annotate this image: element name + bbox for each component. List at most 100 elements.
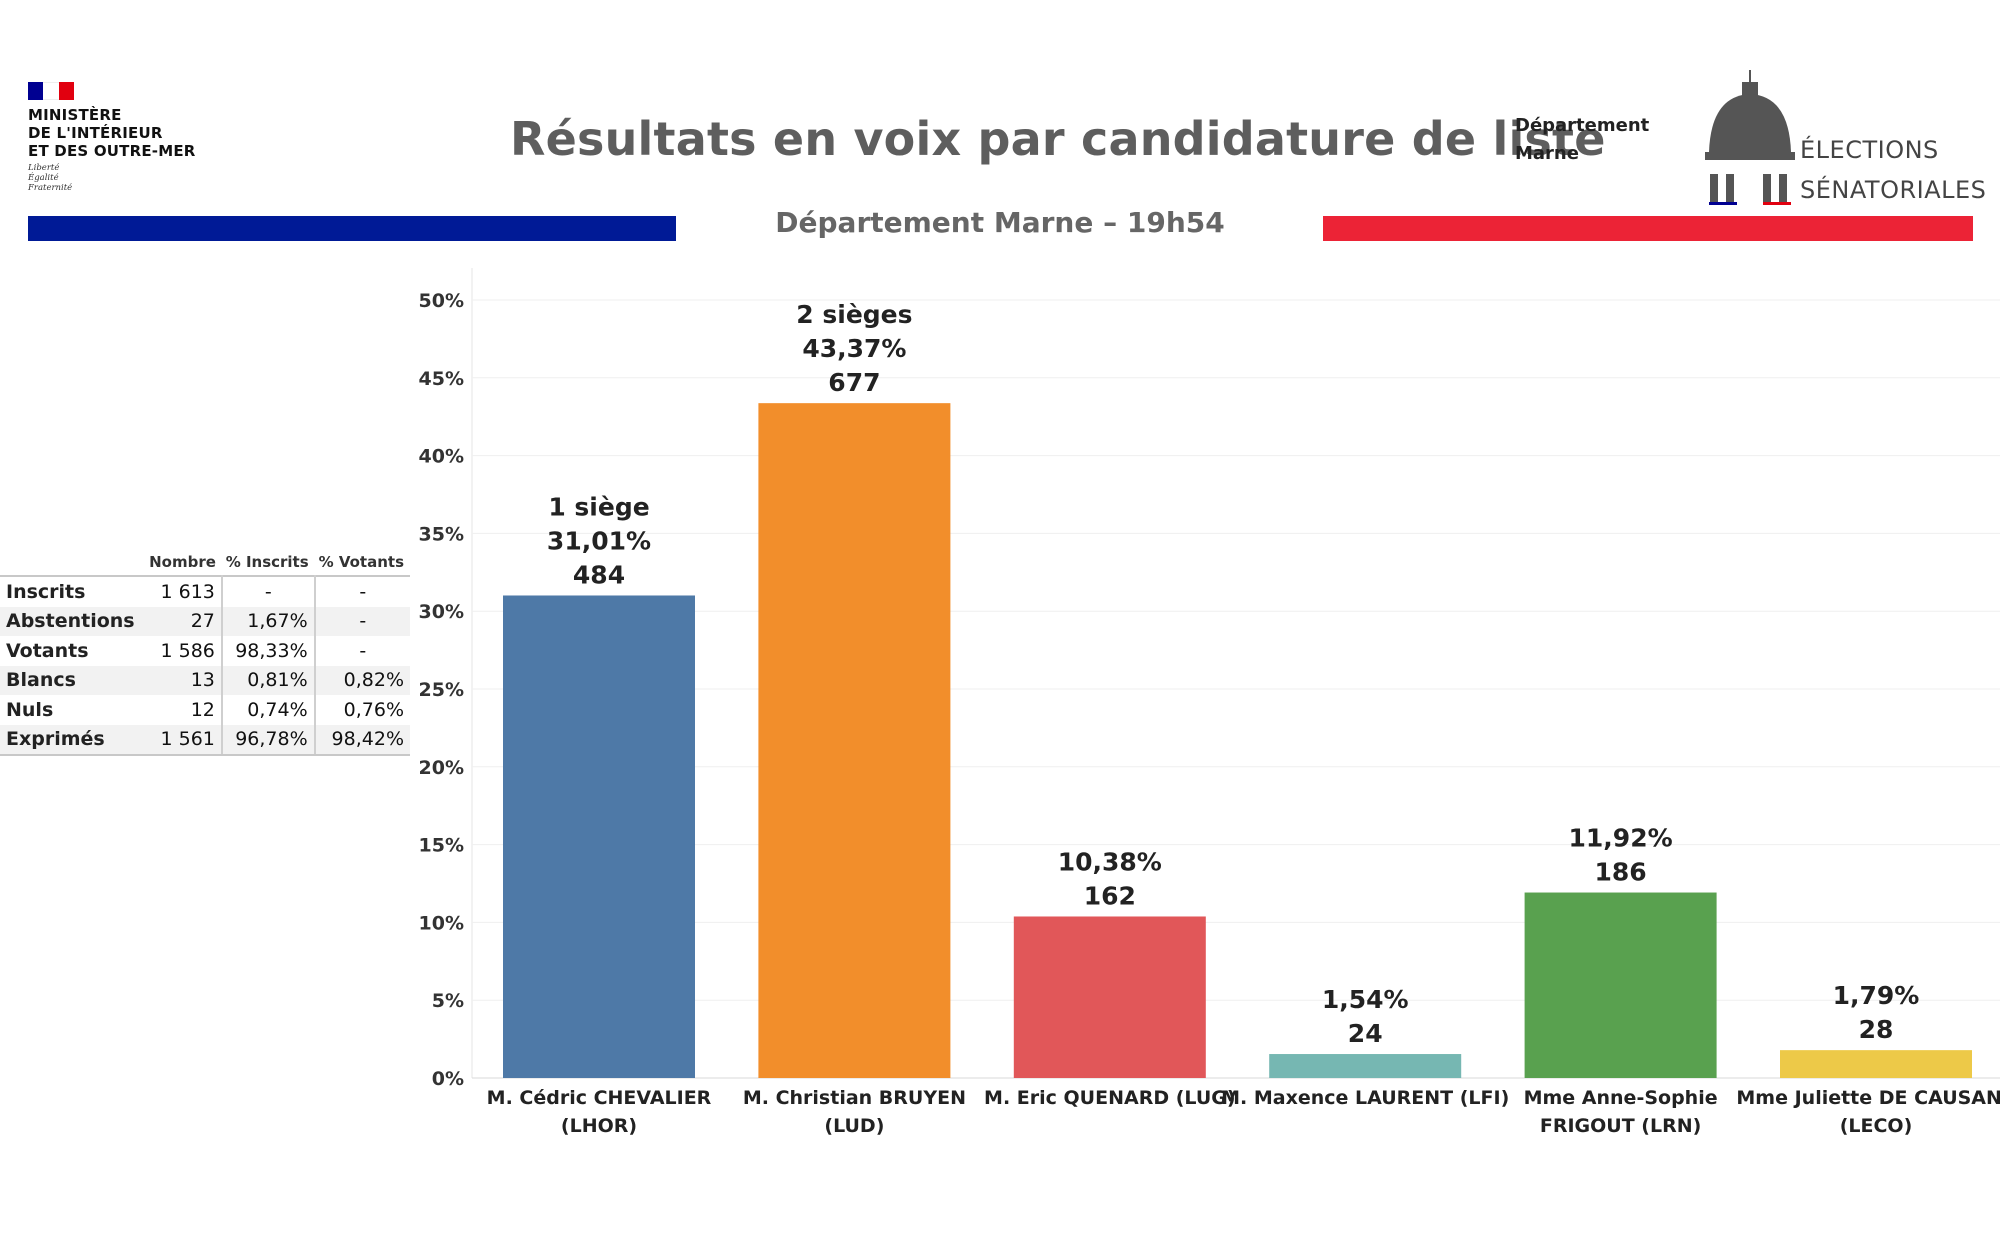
- bar-data-label: 484: [573, 560, 625, 589]
- bar-data-label: 1 siège: [548, 492, 649, 521]
- y-tick-label: 0%: [432, 1068, 464, 1090]
- header-blue-bar: [28, 216, 676, 241]
- table-row: Nuls 12 0,74% 0,76%: [0, 695, 410, 725]
- table-cell-nombre: 13: [146, 665, 223, 695]
- bar-data-label: 24: [1348, 1019, 1383, 1048]
- table-cell-pct-inscrits: 0,74%: [221, 695, 316, 725]
- flag-blue-stripe: [28, 82, 44, 100]
- table-cell-pct-votants: 0,82%: [314, 665, 410, 695]
- department-label: Département Marne: [1515, 112, 1649, 168]
- table-cell-nombre: 27: [146, 606, 223, 636]
- table-cell-pct-inscrits: 1,67%: [221, 606, 316, 636]
- table-cell-nombre: 12: [146, 695, 223, 725]
- x-category-label: M. Eric QUENARD (LUG): [984, 1087, 1235, 1109]
- table-header-pct-inscrits: % Inscrits: [225, 553, 309, 571]
- y-tick-label: 45%: [419, 368, 464, 390]
- motto-line: Fraternité: [28, 183, 73, 193]
- x-category-label: M. Maxence LAURENT (LFI): [1221, 1087, 1509, 1109]
- elections-line: SÉNATORIALES: [1800, 176, 1987, 204]
- french-flag-icon: [28, 82, 74, 100]
- table-row: Exprimés 1 561 96,78% 98,42%: [0, 724, 410, 756]
- table-row: Blancs 13 0,81% 0,82%: [0, 665, 410, 695]
- department-label-line: Marne: [1515, 143, 1579, 164]
- table-cell-pct-votants: -: [314, 575, 410, 607]
- header-red-bar: [1323, 216, 1973, 241]
- bar-data-label: 2 sièges: [796, 300, 912, 329]
- table-cell-nombre: 1 586: [146, 636, 223, 666]
- bar-data-label: 11,92%: [1569, 824, 1673, 853]
- bar-data-label: 28: [1859, 1015, 1894, 1044]
- republic-motto: Liberté Égalité Fraternité: [28, 163, 228, 193]
- table-row: Votants 1 586 98,33% -: [0, 636, 410, 666]
- ministry-line: DE L'INTÉRIEUR: [28, 124, 163, 142]
- x-category-label: M. Christian BRUYEN: [743, 1087, 966, 1109]
- table-cell-pct-inscrits: 98,33%: [221, 636, 316, 666]
- table-cell-label: Blancs: [0, 665, 146, 695]
- page-title: Résultats en voix par candidature de lis…: [510, 112, 1606, 166]
- bar: [1524, 892, 1717, 1078]
- table-row: Abstentions 27 1,67% -: [0, 606, 410, 636]
- table-cell-pct-votants: -: [359, 639, 367, 662]
- senate-building-icon: [1705, 70, 1795, 205]
- page-subtitle: Département Marne – 19h54: [775, 206, 1225, 239]
- bar-data-label: 186: [1595, 858, 1647, 887]
- bar: [1269, 1054, 1462, 1078]
- y-tick-label: 35%: [419, 523, 464, 545]
- x-category-label: (LUD): [824, 1115, 884, 1137]
- bar: [1780, 1050, 1972, 1078]
- table-cell-pct-inscrits: -: [221, 575, 316, 607]
- y-tick-label: 30%: [419, 601, 464, 623]
- bar-data-label: 1,79%: [1833, 981, 1920, 1010]
- y-tick-label: 15%: [419, 835, 464, 857]
- motto-line: Liberté: [28, 163, 60, 173]
- table-cell-label: Inscrits: [0, 575, 146, 607]
- y-tick-label: 20%: [419, 757, 464, 779]
- bar-data-label: 162: [1084, 881, 1136, 910]
- ministry-logo: MINISTÈRE DE L'INTÉRIEUR ET DES OUTRE-ME…: [28, 82, 228, 193]
- table-cell-pct-votants: 0,76%: [343, 698, 404, 721]
- table-cell-pct-votants: -: [314, 606, 410, 636]
- bar: [758, 403, 951, 1078]
- x-category-label: FRIGOUT (LRN): [1540, 1115, 1701, 1137]
- table-cell-pct-votants: 98,42%: [314, 724, 410, 756]
- table-header-pct-votants: % Votants: [318, 553, 404, 571]
- y-tick-label: 5%: [432, 990, 464, 1012]
- y-tick-label: 40%: [419, 446, 464, 468]
- flag-white-stripe: [43, 82, 59, 100]
- ministry-name: MINISTÈRE DE L'INTÉRIEUR ET DES OUTRE-ME…: [28, 106, 228, 160]
- bar: [1013, 916, 1206, 1078]
- table-cell-label: Nuls: [6, 698, 54, 721]
- table-cell-label: Abstentions: [0, 606, 146, 636]
- x-category-label: Mme Juliette DE CAUSANS: [1736, 1087, 2000, 1109]
- department-label-line: Département: [1515, 115, 1650, 136]
- elections-line: ÉLECTIONS: [1800, 136, 1939, 164]
- bar-data-label: 10,38%: [1058, 847, 1162, 876]
- motto-line: Égalité: [28, 173, 59, 183]
- y-tick-label: 50%: [419, 290, 464, 312]
- bar-data-label: 1,54%: [1322, 985, 1409, 1014]
- participation-table: Nombre % Inscrits % Votants Inscrits 1 61…: [0, 553, 410, 756]
- table-cell-pct-inscrits: 96,78%: [221, 724, 316, 756]
- bar: [503, 595, 695, 1078]
- ministry-line: MINISTÈRE: [28, 106, 122, 124]
- plot-area: [472, 268, 2000, 1078]
- bar-data-label: 43,37%: [802, 334, 906, 363]
- y-tick-label: 10%: [419, 912, 464, 934]
- table-header-nombre: Nombre: [149, 553, 216, 571]
- y-tick-label: 25%: [419, 679, 464, 701]
- table-cell-nombre: 1 613: [146, 575, 223, 607]
- x-category-label: M. Cédric CHEVALIER: [487, 1087, 712, 1109]
- x-category-label: (LHOR): [561, 1115, 637, 1137]
- flag-red-stripe: [58, 82, 74, 100]
- table-cell-pct-inscrits: 0,81%: [221, 665, 316, 695]
- x-category-label: Mme Anne-Sophie: [1524, 1087, 1718, 1109]
- bar-data-label: 677: [828, 368, 880, 397]
- table-header-row: Nombre % Inscrits % Votants: [0, 553, 410, 576]
- bar-data-label: 31,01%: [547, 526, 651, 555]
- ministry-line: ET DES OUTRE-MER: [28, 142, 196, 160]
- table-row: Inscrits 1 613- -: [0, 575, 410, 607]
- table-cell-label: Exprimés: [0, 724, 146, 756]
- table-cell-nombre: 1 561: [146, 724, 223, 756]
- table-cell-label: Votants: [6, 639, 89, 662]
